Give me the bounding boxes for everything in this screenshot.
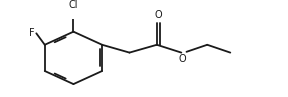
Text: O: O (155, 10, 162, 20)
Text: Cl: Cl (69, 0, 78, 10)
Text: O: O (179, 54, 187, 64)
Text: F: F (29, 28, 35, 38)
